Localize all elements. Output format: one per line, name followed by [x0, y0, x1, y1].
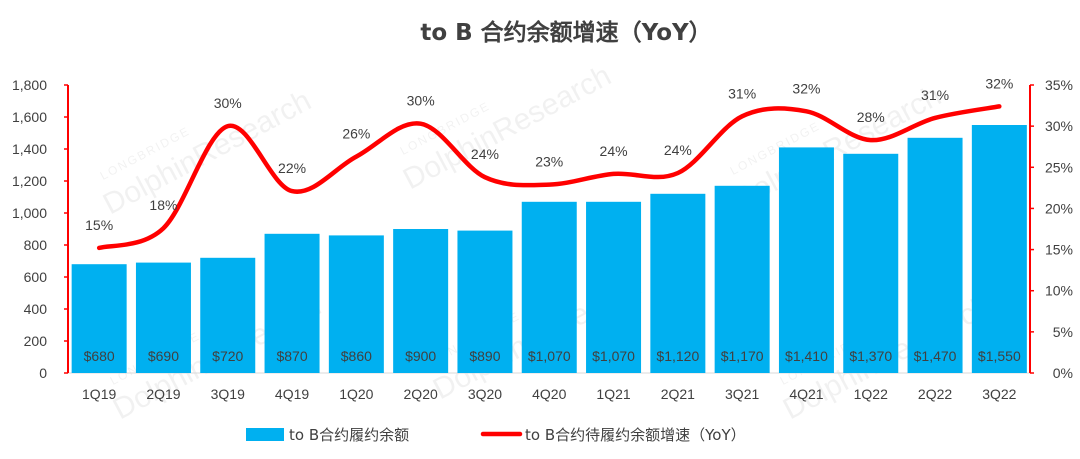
- bar-value-label: $1,170: [721, 348, 764, 364]
- yoy-value-label: 32%: [792, 80, 820, 96]
- data-labels: $680 $690 $720 $870 $860 $900 $890 $1,070 $1,070…: [84, 75, 1021, 364]
- yoy-value-label: 32%: [985, 75, 1013, 91]
- right-axis-tick-label: 5%: [1053, 324, 1073, 340]
- bar-value-label: $1,550: [978, 348, 1021, 364]
- right-axis-tick-label: 35%: [1045, 77, 1073, 93]
- yoy-value-label: 31%: [728, 85, 756, 101]
- left-axis-tick-label: 800: [24, 237, 48, 253]
- right-axis-tick-label: 15%: [1045, 242, 1073, 258]
- yoy-value-label: 23%: [535, 154, 563, 170]
- left-axis-tick-label: 400: [24, 301, 48, 317]
- bar-value-label: $870: [276, 348, 307, 364]
- bar-value-label: $1,410: [785, 348, 828, 364]
- bar: [328, 235, 384, 373]
- bar-value-label: $890: [469, 348, 500, 364]
- axes: 0 200 400 600 800 1,000 1,200 1,400 1,600 1,800 0%…: [12, 77, 1073, 402]
- left-axis-tick-label: 1,000: [12, 205, 47, 221]
- bar: [135, 262, 191, 373]
- x-axis-tick-label: 1Q21: [596, 386, 630, 402]
- bar: [457, 230, 513, 373]
- yoy-value-label: 26%: [342, 126, 370, 142]
- legend-line-label: to B合约待履约余额增速（YoY）: [525, 426, 746, 444]
- bar-value-label: $860: [341, 348, 372, 364]
- bar-value-label: $690: [148, 348, 179, 364]
- x-axis-tick-label: 4Q20: [532, 386, 566, 402]
- bar: [200, 257, 256, 373]
- bar: [71, 264, 127, 373]
- x-axis-tick-label: 3Q20: [468, 386, 502, 402]
- left-axis-tick-label: 1,200: [12, 173, 47, 189]
- right-axis-tick-label: 10%: [1045, 283, 1073, 299]
- bar: [843, 153, 899, 373]
- left-axis-tick-label: 1,600: [12, 109, 47, 125]
- x-axis-tick-label: 4Q19: [275, 386, 309, 402]
- bar-value-label: $1,120: [656, 348, 699, 364]
- bar: [971, 125, 1027, 373]
- right-axis-tick-label: 0%: [1053, 365, 1073, 381]
- yoy-value-label: 15%: [85, 217, 113, 233]
- x-axis-tick-label: 3Q19: [211, 386, 245, 402]
- bar-value-label: $1,070: [528, 348, 571, 364]
- left-axis-tick-label: 1,400: [12, 141, 47, 157]
- bars: [71, 125, 1027, 373]
- left-axis-tick-label: 1,800: [12, 77, 47, 93]
- yoy-value-label: 31%: [921, 87, 949, 103]
- yoy-value-label: 28%: [857, 109, 885, 125]
- bar-value-label: $1,470: [914, 348, 957, 364]
- legend-bar-label: to B合约履约余额: [289, 426, 409, 444]
- yoy-value-label: 18%: [149, 197, 177, 213]
- bar: [264, 233, 320, 373]
- yoy-value-label: 22%: [278, 160, 306, 176]
- bar-value-label: $1,370: [849, 348, 892, 364]
- yoy-value-label: 30%: [407, 93, 435, 109]
- yoy-value-label: 30%: [214, 95, 242, 111]
- x-axis-tick-label: 3Q21: [725, 386, 759, 402]
- yoy-line: [96, 104, 1002, 251]
- x-axis-tick-label: 2Q22: [918, 386, 952, 402]
- right-axis-tick-label: 25%: [1045, 159, 1073, 175]
- x-axis-tick-label: 4Q21: [789, 386, 823, 402]
- left-axis-tick-label: 200: [24, 333, 48, 349]
- x-axis-tick-label: 1Q20: [339, 386, 373, 402]
- x-axis-tick-label: 2Q21: [661, 386, 695, 402]
- bar: [907, 137, 963, 373]
- bar: [650, 193, 706, 373]
- bar: [393, 229, 449, 373]
- x-axis-tick-label: 2Q20: [404, 386, 438, 402]
- x-axis-tick-label: 2Q19: [146, 386, 180, 402]
- right-axis-tick-label: 30%: [1045, 118, 1073, 134]
- bar: [521, 201, 577, 373]
- yoy-value-label: 24%: [471, 146, 499, 162]
- x-axis-tick-label: 1Q19: [82, 386, 116, 402]
- bar-value-label: $900: [405, 348, 436, 364]
- bar-value-label: $680: [84, 348, 115, 364]
- bar: [586, 201, 642, 373]
- legend-bar-swatch: [246, 428, 284, 441]
- yoy-line-path: [96, 104, 1002, 251]
- x-axis-tick-label: 1Q22: [854, 386, 888, 402]
- legend: to B合约履约余额 to B合约待履约余额增速（YoY）: [246, 426, 746, 444]
- yoy-value-label: 24%: [664, 142, 692, 158]
- x-axis-tick-label: 3Q22: [982, 386, 1016, 402]
- bar: [714, 185, 770, 373]
- left-axis-tick-label: 600: [24, 269, 48, 285]
- yoy-value-label: 24%: [600, 143, 628, 159]
- bar: [778, 147, 834, 373]
- bar-value-label: $1,070: [592, 348, 635, 364]
- bar-value-label: $720: [212, 348, 243, 364]
- chart-title: to B 合约余额增速（YoY）: [420, 19, 711, 46]
- left-axis-tick-label: 0: [39, 365, 47, 381]
- right-axis-tick-label: 20%: [1045, 200, 1073, 216]
